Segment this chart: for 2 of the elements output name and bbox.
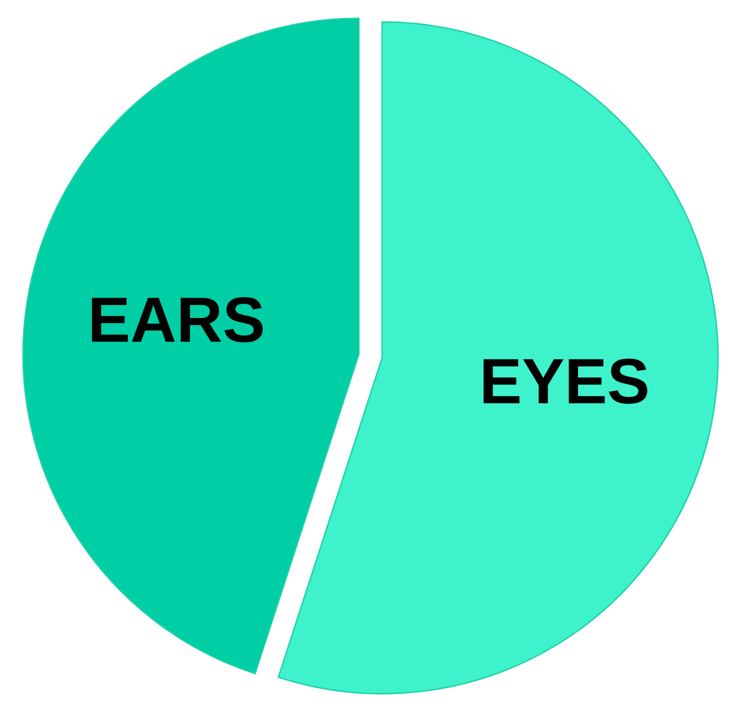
slice-label: EARS xyxy=(92,297,263,342)
slice-label: EYES xyxy=(484,358,648,404)
